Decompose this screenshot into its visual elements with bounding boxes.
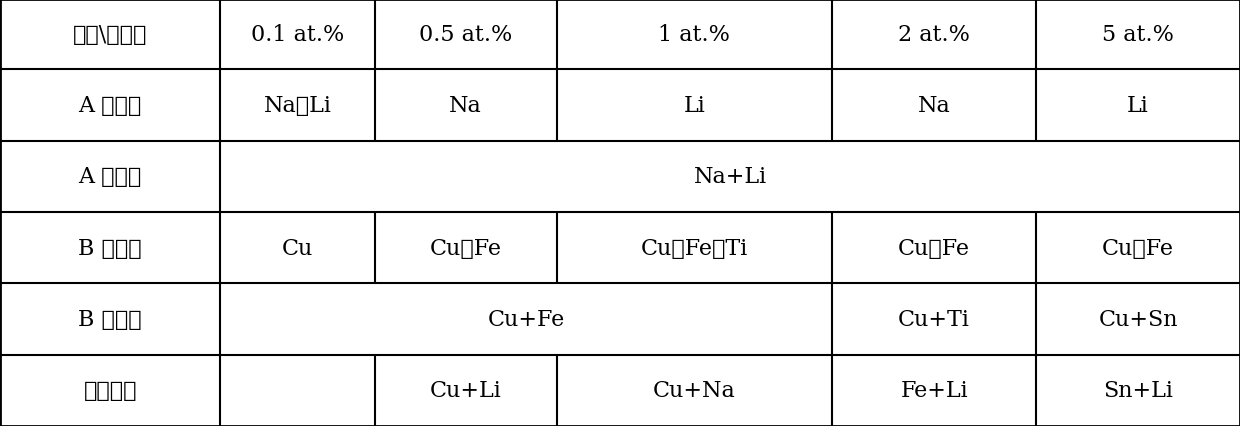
Text: Cu、Fe: Cu、Fe: [1102, 237, 1174, 259]
Text: 2 at.%: 2 at.%: [898, 24, 970, 46]
Text: Cu: Cu: [281, 237, 314, 259]
Text: Cu+Fe: Cu+Fe: [487, 308, 565, 330]
Text: Fe+Li: Fe+Li: [900, 380, 968, 401]
Text: Cu+Na: Cu+Na: [653, 380, 735, 401]
Text: Na，Li: Na，Li: [264, 95, 331, 117]
Text: Cu+Sn: Cu+Sn: [1099, 308, 1178, 330]
Text: Sn+Li: Sn+Li: [1104, 380, 1173, 401]
Text: 0.5 at.%: 0.5 at.%: [419, 24, 512, 46]
Text: Cu、Fe: Cu、Fe: [898, 237, 970, 259]
Text: Na: Na: [449, 95, 482, 117]
Text: Na+Li: Na+Li: [693, 166, 766, 188]
Text: Cu、Fe、Ti: Cu、Fe、Ti: [641, 237, 748, 259]
Text: Cu+Li: Cu+Li: [430, 380, 501, 401]
Text: Cu+Ti: Cu+Ti: [898, 308, 970, 330]
Text: B 位双掺: B 位双掺: [78, 308, 143, 330]
Text: Na: Na: [918, 95, 951, 117]
Text: 混合双掺: 混合双掺: [83, 380, 136, 401]
Text: 1 at.%: 1 at.%: [658, 24, 730, 46]
Text: B 位单掺: B 位单掺: [78, 237, 143, 259]
Text: A 位单掺: A 位单掺: [78, 95, 141, 117]
Text: Li: Li: [1127, 95, 1149, 117]
Text: 类型\＼浓度: 类型\＼浓度: [73, 24, 148, 46]
Text: 0.1 at.%: 0.1 at.%: [250, 24, 345, 46]
Text: Cu、Fe: Cu、Fe: [430, 237, 502, 259]
Text: A 位双掺: A 位双掺: [78, 166, 141, 188]
Text: Li: Li: [683, 95, 706, 117]
Text: 5 at.%: 5 at.%: [1102, 24, 1174, 46]
